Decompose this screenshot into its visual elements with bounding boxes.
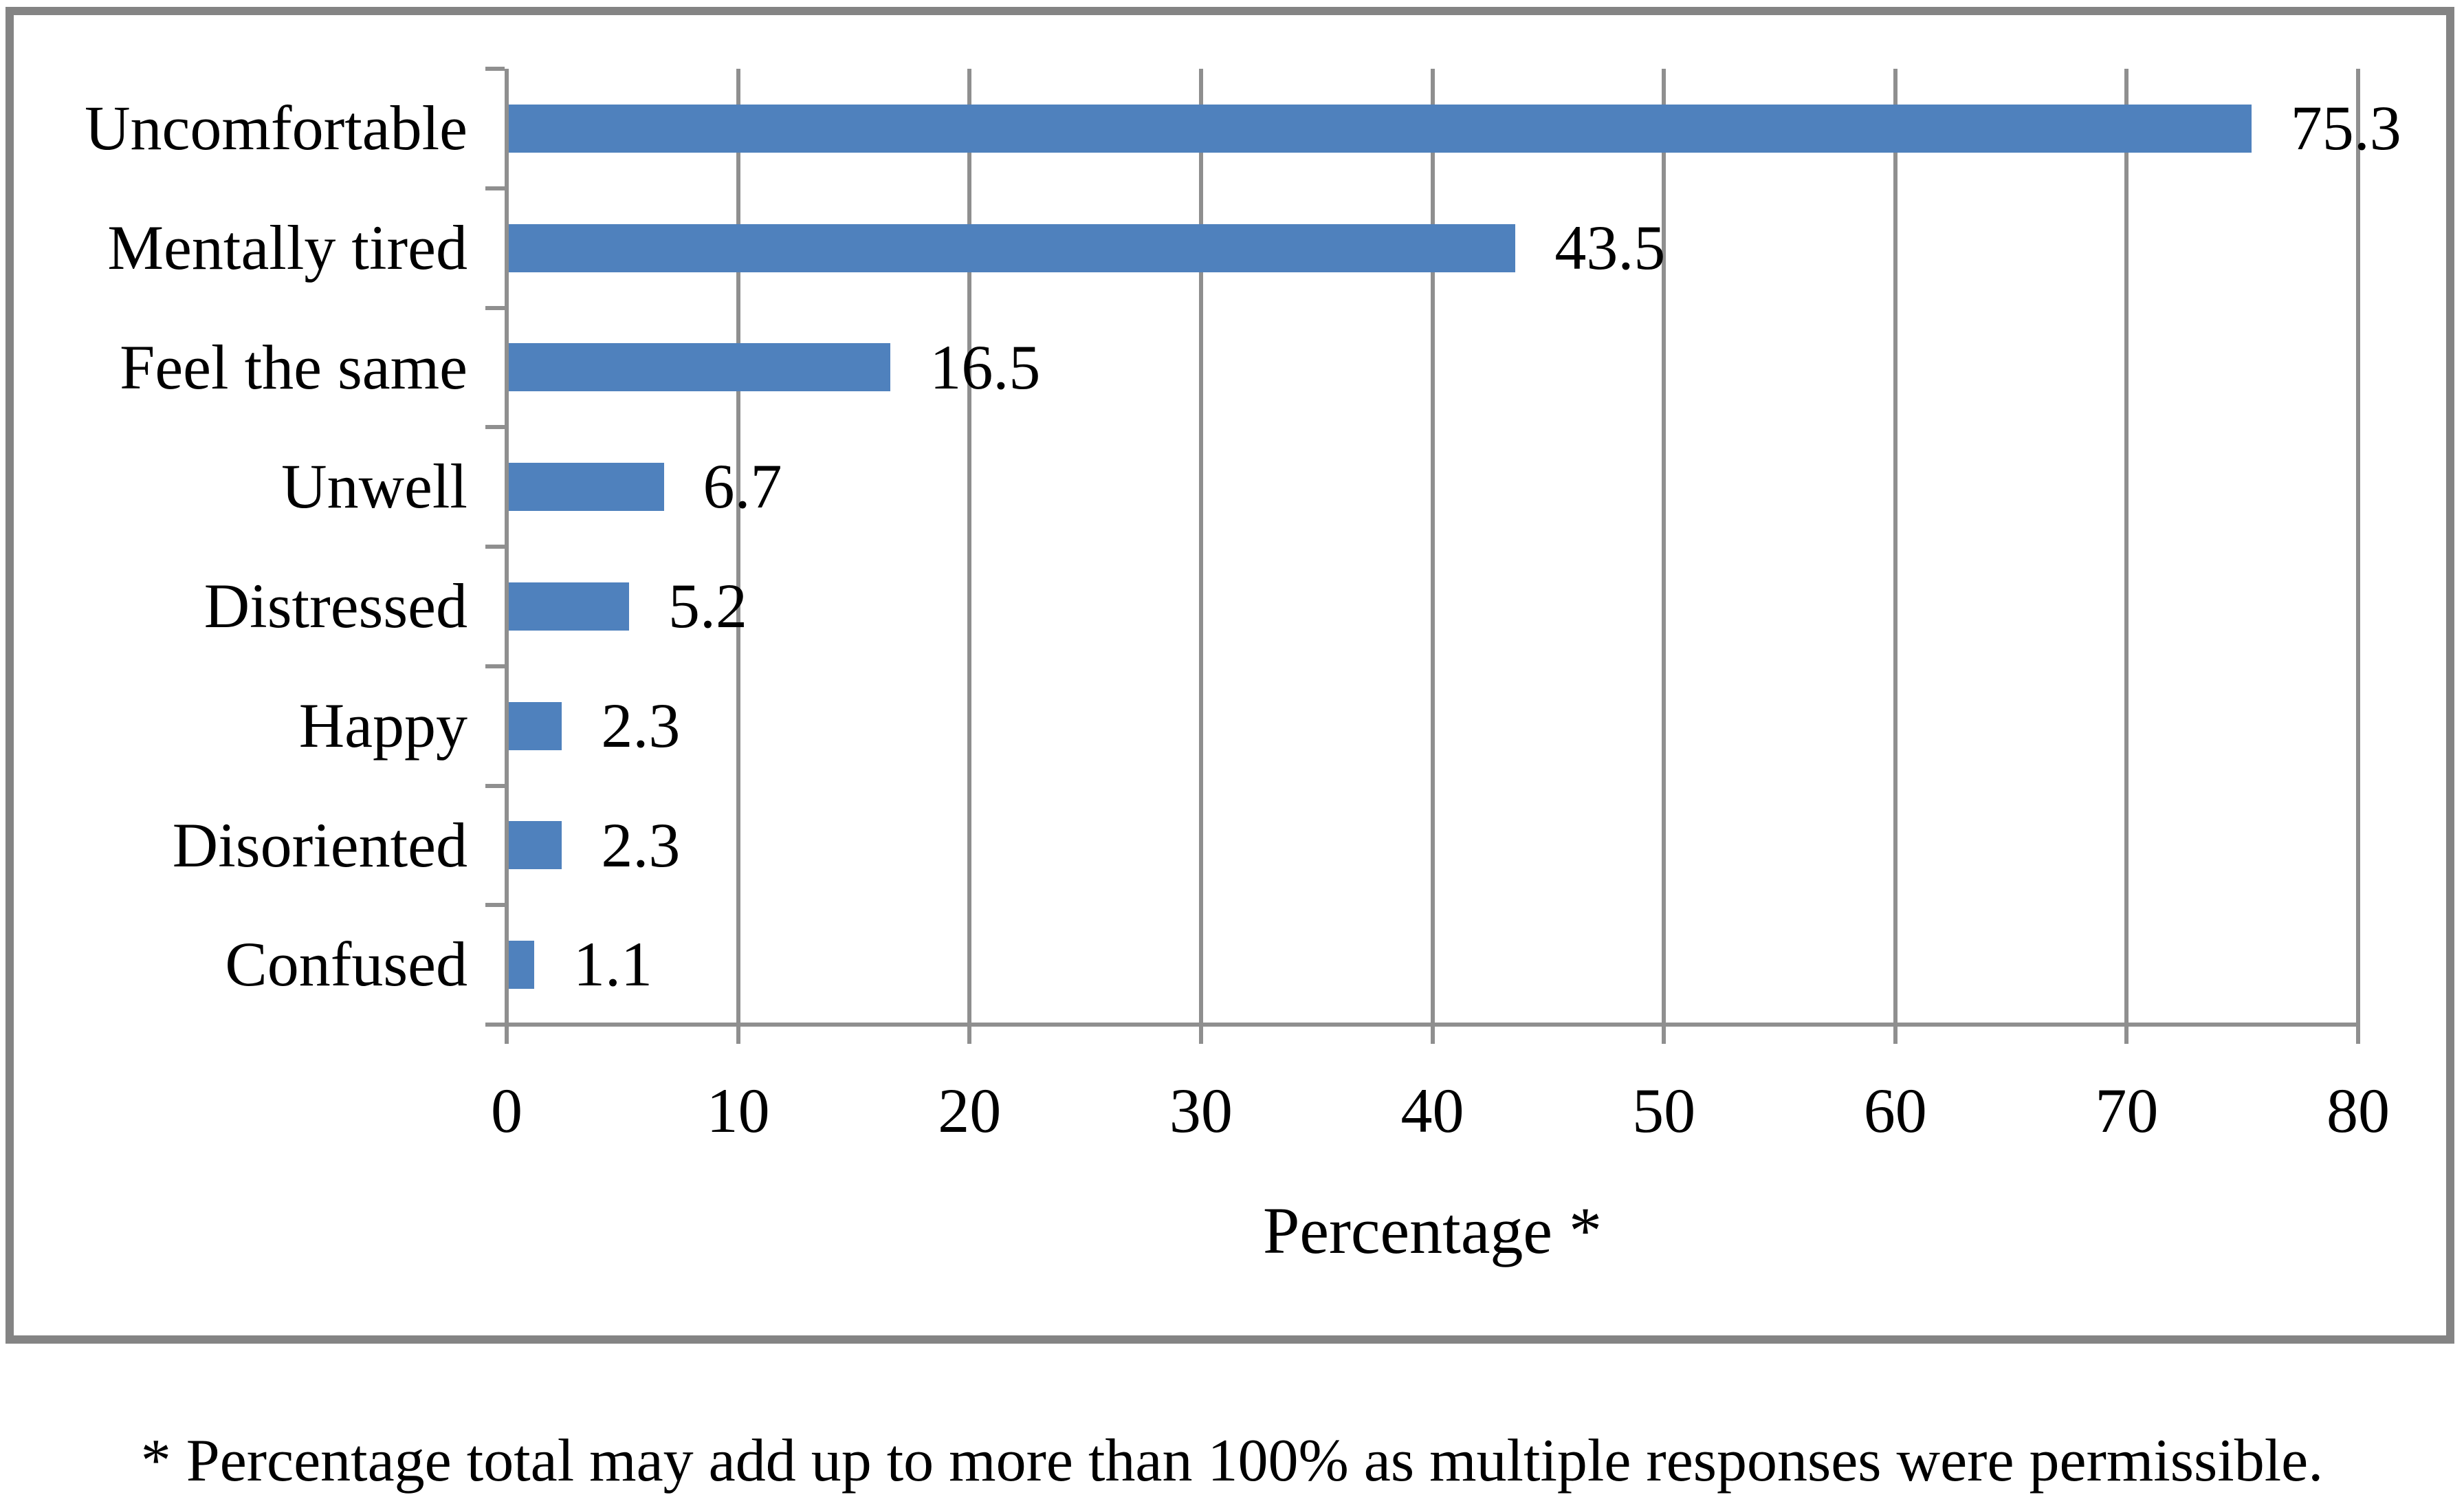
plot-area: 75.3 43.5 16.5 6.7 5.2 2.3 2.3 1.1: [485, 67, 2401, 1044]
chart-footnote: * Percentage total may add up to more th…: [140, 1428, 2324, 1494]
bar-disoriented: [509, 821, 562, 870]
gridline-20: [967, 69, 972, 1044]
x-tick-label-40: 40: [1400, 1075, 1464, 1146]
y-axis-tick-3: [485, 425, 505, 430]
bar-feel-the-same: [509, 343, 891, 392]
x-axis-title: Percentage *: [1262, 1194, 1603, 1267]
gridline-60: [1893, 69, 1898, 1044]
x-tick-label-10: 10: [706, 1075, 770, 1146]
x-tick-label-50: 50: [1632, 1075, 1696, 1146]
bar-value-disoriented: 2.3: [601, 809, 681, 880]
gridline-10: [736, 69, 740, 1044]
y-axis-tick-4: [485, 545, 505, 549]
bar-distressed: [509, 582, 630, 631]
x-axis-line: [485, 1023, 2358, 1027]
x-tick-label-60: 60: [1863, 1075, 1927, 1146]
category-label-unwell: Unwell: [281, 451, 468, 522]
gridline-30: [1198, 69, 1203, 1044]
y-axis-tick-5: [485, 664, 505, 668]
category-label-distressed: Distressed: [204, 571, 468, 641]
y-axis-tick-2: [485, 305, 505, 310]
x-tick-label-80: 80: [2326, 1075, 2390, 1146]
gridline-70: [2124, 69, 2129, 1044]
bar-mentally-tired: [509, 223, 1516, 272]
bar-value-feel-the-same: 16.5: [930, 331, 1041, 402]
y-axis-line: [505, 69, 509, 1044]
chart-frame: 75.3 43.5 16.5 6.7 5.2 2.3 2.3 1.1 Uncomfortabl…: [6, 7, 2454, 1344]
x-tick-label-70: 70: [2095, 1075, 2159, 1146]
category-label-mentally-tired: Mentally tired: [107, 212, 468, 283]
y-axis-tick-6: [485, 783, 505, 788]
y-axis-tick-0: [485, 67, 505, 71]
category-labels-group: Uncomfortable Mentally tired Feel the same…: [21, 69, 468, 1025]
y-axis-tick-7: [485, 903, 505, 908]
bar-value-uncomfortable: 75.3: [2290, 93, 2401, 163]
gridline-50: [1662, 69, 1666, 1044]
bar-confused: [509, 941, 535, 990]
x-tick-label-30: 30: [1169, 1075, 1233, 1146]
bar-value-mentally-tired: 43.5: [1554, 212, 1666, 283]
x-tick-label-20: 20: [938, 1075, 1002, 1146]
x-tick-label-0: 0: [491, 1075, 522, 1146]
category-label-uncomfortable: Uncomfortable: [85, 93, 468, 163]
category-label-confused: Confused: [225, 929, 468, 1000]
bar-value-distressed: 5.2: [668, 571, 748, 641]
y-axis-tick-1: [485, 186, 505, 190]
category-label-disoriented: Disoriented: [172, 809, 468, 880]
bar-value-confused: 1.1: [573, 929, 653, 1000]
category-label-feel-the-same: Feel the same: [120, 331, 468, 402]
gridline-40: [1430, 69, 1435, 1044]
bar-happy: [509, 701, 562, 750]
bar-value-happy: 2.3: [601, 690, 681, 761]
bar-value-unwell: 6.7: [703, 451, 782, 522]
bar-unwell: [509, 463, 664, 512]
category-label-happy: Happy: [298, 690, 468, 761]
bar-uncomfortable: [509, 104, 2252, 153]
gridline-80: [2356, 69, 2360, 1044]
